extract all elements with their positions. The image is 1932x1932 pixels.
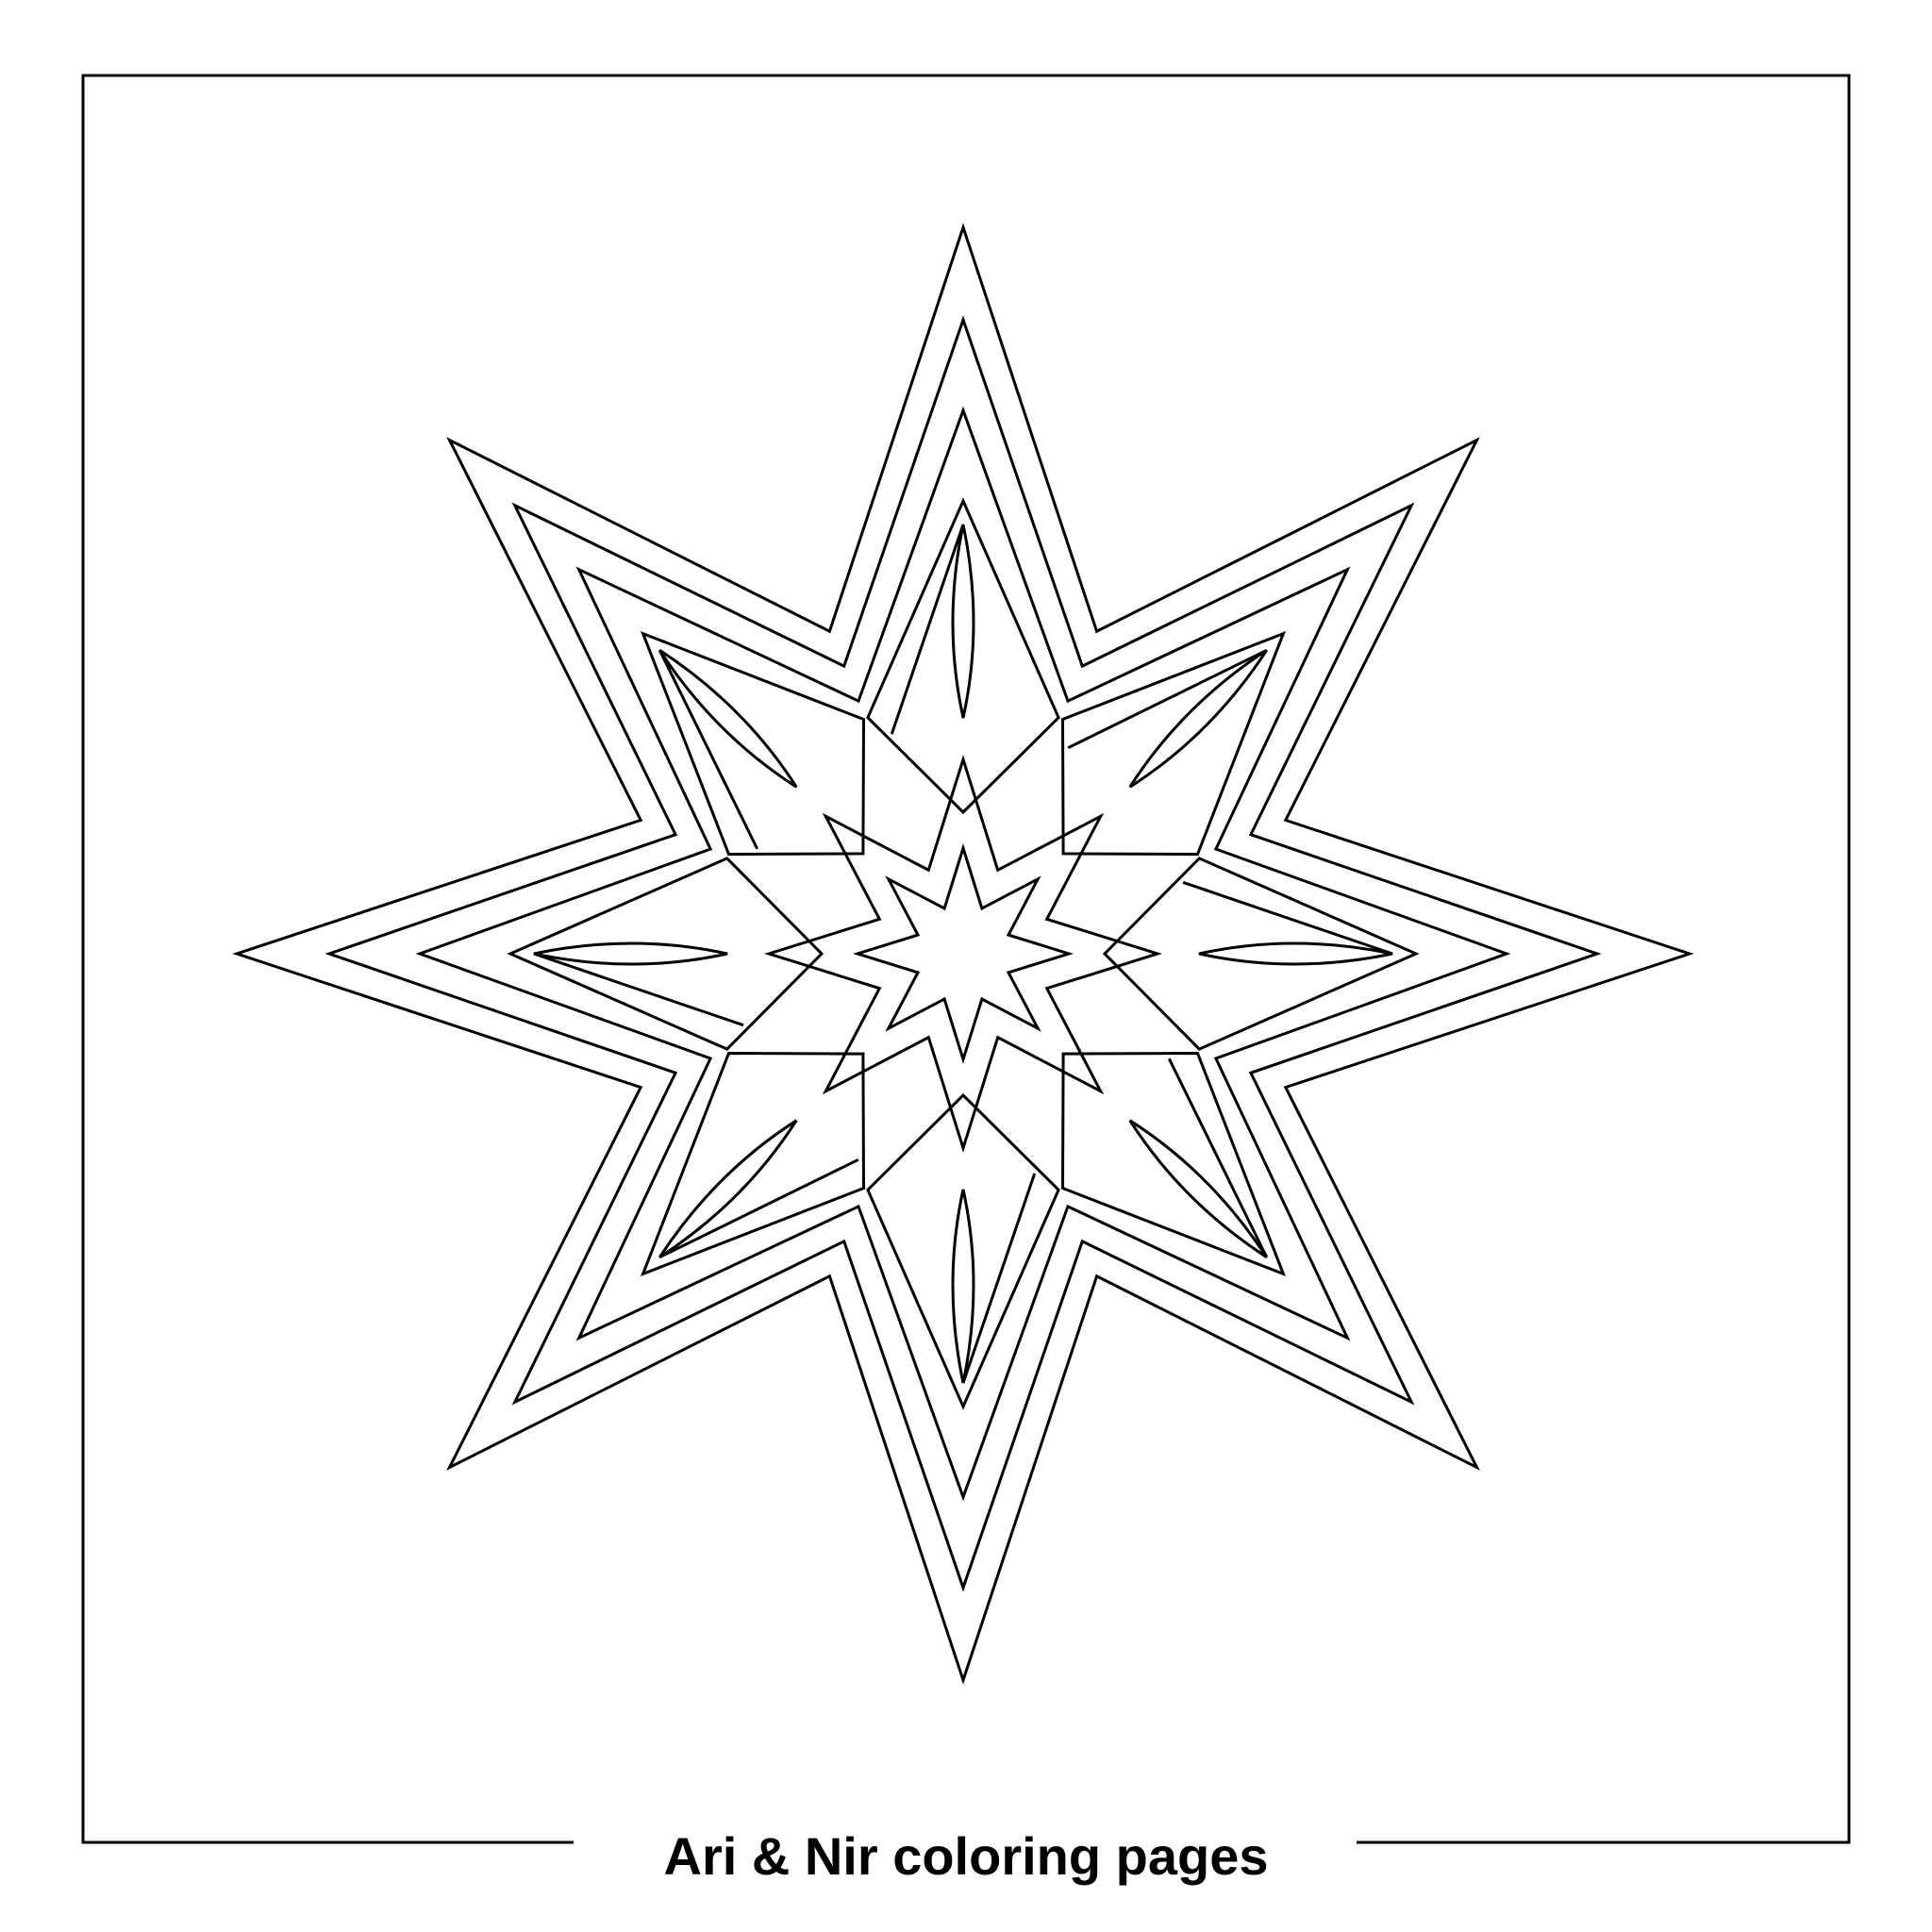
diamond-guide-1 xyxy=(890,524,965,735)
center-star-inner xyxy=(852,842,1074,1065)
petal-6 xyxy=(658,1119,798,1258)
page-frame xyxy=(81,74,1851,1844)
diamond-guide-3 xyxy=(1182,880,1393,956)
diamond-guide-2 xyxy=(1067,648,1268,750)
star-outline-1 xyxy=(232,223,1694,1685)
diamond-8 xyxy=(640,630,866,857)
diamond-3 xyxy=(1102,857,1420,1051)
petal-7 xyxy=(533,941,728,966)
star-outline-3 xyxy=(415,406,1511,1502)
diamond-1 xyxy=(866,497,1060,815)
star-outline-2 xyxy=(325,315,1602,1592)
frame-border xyxy=(81,74,1851,1844)
diamond-guide-8 xyxy=(658,649,759,850)
diamond-7 xyxy=(507,857,824,1051)
petal-3 xyxy=(1198,941,1393,966)
petal-5 xyxy=(951,1189,975,1384)
petal-8 xyxy=(658,649,798,789)
diamond-guide-7 xyxy=(533,952,744,1027)
diamond-4 xyxy=(1060,1051,1287,1277)
petal-2 xyxy=(1128,649,1268,789)
petal-4 xyxy=(1128,1119,1268,1258)
caption-title: Ari & Nir coloring pages xyxy=(663,1826,1269,1886)
center-star-outer xyxy=(763,754,1163,1154)
diamond-5 xyxy=(866,1092,1060,1410)
diamond-guide-6 xyxy=(658,1158,859,1259)
diamond-2 xyxy=(1060,630,1287,857)
diamond-guide-5 xyxy=(961,1173,1037,1384)
diamond-guide-4 xyxy=(1167,1058,1269,1258)
petal-1 xyxy=(951,524,975,719)
diamond-6 xyxy=(640,1051,866,1277)
star-mandala xyxy=(232,223,1694,1685)
